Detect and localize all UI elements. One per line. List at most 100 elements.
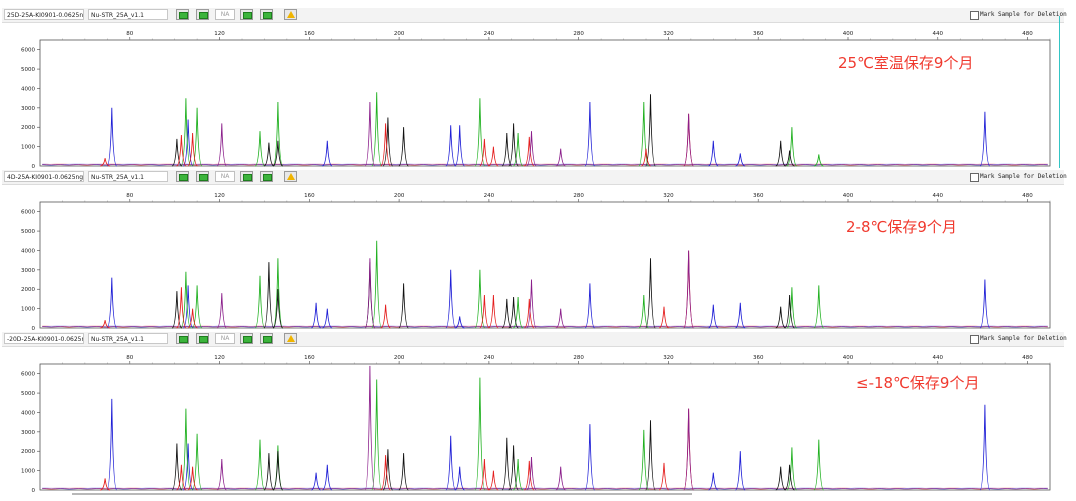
peak-red: [488, 470, 499, 491]
peak-purple: [683, 113, 694, 167]
peak-green: [254, 275, 266, 329]
y-tick-label: 1000: [21, 469, 35, 475]
y-tick-label: 0: [32, 164, 36, 168]
dye-toggle-button-2[interactable]: [196, 9, 209, 20]
peak-black: [508, 296, 519, 329]
peak-green: [371, 379, 382, 491]
peak-blue: [708, 140, 719, 167]
peak-purple: [555, 466, 566, 491]
peak-green: [371, 92, 382, 167]
warning-triangle-icon: [287, 173, 295, 180]
y-tick-label: 5000: [21, 229, 35, 235]
green-square-icon: [179, 336, 188, 343]
peak-green: [813, 154, 824, 167]
peak-purple: [216, 123, 228, 167]
peak-purple: [526, 456, 537, 491]
na-field[interactable]: NA: [215, 9, 235, 20]
y-tick-label: 6000: [21, 210, 35, 216]
baseline-trace-purple: [42, 487, 1048, 490]
peak-green: [512, 458, 524, 491]
warning-button[interactable]: [284, 171, 297, 182]
electropherogram-plot: 80 120 160 200 240 280 320 360 400 440 480 1000 2000…: [21, 193, 1051, 330]
dye-toggle-button-4[interactable]: [260, 9, 273, 20]
peak-purple: [526, 279, 537, 329]
sample-name-field[interactable]: -20D-25A-KI0901-0.0625ng: [4, 333, 84, 344]
green-square-icon: [263, 336, 272, 343]
peak-black: [784, 150, 795, 167]
sample-name-field[interactable]: 4D-25A-KI0901-0.0625ng: [4, 171, 84, 182]
na-field[interactable]: NA: [215, 171, 235, 182]
x-tick-label: 400: [843, 355, 854, 361]
green-square-icon: [199, 174, 208, 181]
peak-black: [784, 464, 795, 491]
peak-red: [100, 320, 110, 329]
peak-green: [180, 271, 192, 329]
na-field[interactable]: NA: [215, 333, 235, 344]
dye-toggle-button-3[interactable]: [240, 9, 253, 20]
x-tick-label: 200: [394, 193, 405, 199]
dye-toggle-button-2[interactable]: [196, 171, 209, 182]
peak-black: [501, 298, 512, 329]
sample-name-field[interactable]: 25D-25A-KI0901-0.0625ng: [4, 9, 84, 20]
mark-deletion-checkbox[interactable]: [970, 173, 979, 182]
peak-blue: [454, 466, 465, 491]
x-tick-label: 240: [484, 193, 495, 199]
peak-black: [382, 449, 394, 491]
peak-blue: [322, 464, 333, 491]
peak-black: [508, 445, 519, 491]
peak-red: [100, 158, 110, 167]
y-tick-label: 6000: [21, 372, 35, 378]
peak-red: [658, 306, 669, 329]
peak-red: [176, 464, 187, 491]
peak-purple: [216, 458, 227, 491]
dye-toggle-button-4[interactable]: [260, 171, 273, 182]
x-tick-label: 440: [933, 31, 944, 37]
y-tick-label: 1000: [21, 307, 35, 313]
mark-deletion-checkbox[interactable]: [970, 11, 979, 20]
peak-purple: [216, 293, 227, 329]
peak-purple: [683, 408, 694, 491]
horizontal-scrollbar[interactable]: [72, 493, 692, 495]
green-square-icon: [179, 174, 188, 181]
peak-red: [479, 458, 490, 491]
peak-green: [786, 287, 798, 329]
peak-blue: [106, 277, 118, 329]
panel-name-field[interactable]: Nu-STR_25A_v1.1: [88, 9, 168, 20]
panel-name-field[interactable]: Nu-STR_25A_v1.1: [88, 333, 168, 344]
y-tick-label: 3000: [21, 106, 35, 112]
panel-name-field[interactable]: Nu-STR_25A_v1.1: [88, 171, 168, 182]
peak-green: [180, 98, 192, 167]
mark-deletion-checkbox[interactable]: [970, 335, 979, 344]
peak-black: [263, 262, 275, 329]
x-tick-label: 480: [1022, 193, 1033, 199]
dye-toggle-button-3[interactable]: [240, 333, 253, 344]
dye-toggle-button-2[interactable]: [196, 333, 209, 344]
peak-black: [171, 443, 183, 491]
peak-red: [641, 148, 651, 167]
peak-blue: [106, 398, 118, 491]
warning-button[interactable]: [284, 333, 297, 344]
green-square-icon: [243, 174, 252, 181]
dye-toggle-button-4[interactable]: [260, 333, 273, 344]
peak-red: [380, 123, 391, 167]
peak-black: [263, 453, 275, 491]
electropherogram-plot: 80 120 160 200 240 280 320 360 400 440 480 1000 2000…: [21, 31, 1051, 168]
dye-toggle-button-1[interactable]: [176, 333, 189, 344]
peak-blue: [979, 404, 991, 491]
peak-blue: [708, 472, 719, 491]
dye-toggle-button-1[interactable]: [176, 171, 189, 182]
dye-toggle-button-1[interactable]: [176, 9, 189, 20]
x-tick-label: 480: [1022, 355, 1033, 361]
peak-purple: [364, 365, 376, 491]
peak-black: [382, 117, 394, 167]
peak-green: [638, 429, 650, 491]
x-tick-label: 200: [394, 31, 405, 37]
dye-toggle-button-3[interactable]: [240, 171, 253, 182]
x-tick-label: 320: [663, 31, 674, 37]
peak-red: [524, 298, 535, 329]
green-square-icon: [263, 174, 272, 181]
x-tick-label: 360: [753, 31, 764, 37]
y-tick-label: 6000: [21, 48, 35, 54]
warning-button[interactable]: [284, 9, 297, 20]
x-tick-label: 160: [304, 31, 315, 37]
